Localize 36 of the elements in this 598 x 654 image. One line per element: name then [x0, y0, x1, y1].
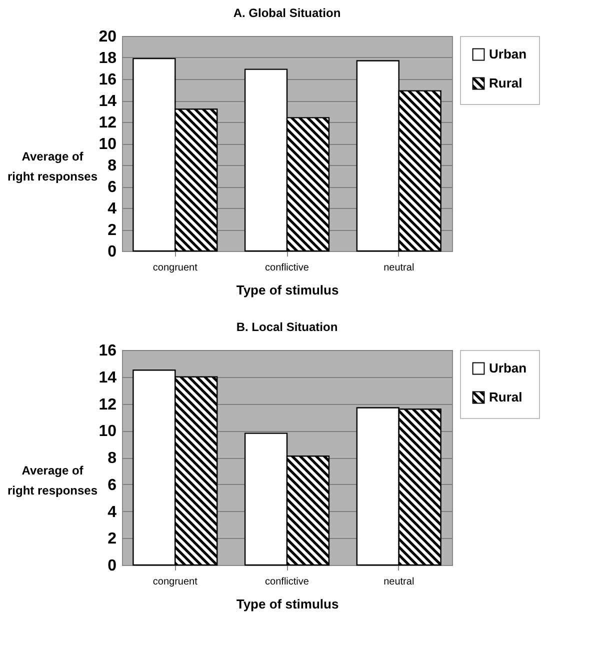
legend-label: Rural: [489, 76, 522, 90]
y-axis-title: Average of right responses: [7, 150, 98, 184]
x-tick-label: neutral: [384, 576, 414, 588]
y-tick-label: 8: [108, 450, 117, 467]
x-tick-label: neutral: [384, 262, 414, 274]
y-tick-label: 6: [108, 476, 117, 494]
y-axis-title: Average of right responses: [7, 464, 98, 498]
legend-label: Urban: [489, 46, 527, 62]
y-tick-label: 20: [98, 28, 117, 46]
x-tick-label: conflictive: [265, 576, 310, 588]
y-tick-label: 0: [108, 244, 117, 260]
x-axis-title: Type of stimulus: [236, 596, 339, 612]
y-tick-label: 4: [108, 200, 117, 218]
y-tick-label: 18: [98, 50, 117, 67]
x-axis-title: Type of stimulus: [236, 282, 339, 298]
x-tick-label: congruent: [152, 576, 198, 588]
legend-label: Rural: [489, 390, 522, 404]
x-tick-label: conflictive: [265, 262, 310, 274]
y-tick-label: 10: [98, 423, 117, 440]
y-tick-label: 12: [98, 396, 117, 414]
y-tick-label: 14: [98, 369, 117, 386]
y-tick-label: 0: [108, 558, 117, 574]
x-tick-label: congruent: [152, 262, 198, 274]
y-tick-label: 2: [108, 222, 117, 239]
y-tick-label: 8: [108, 158, 117, 174]
y-tick-label: 14: [98, 93, 117, 110]
y-tick-label: 16: [98, 72, 117, 88]
y-tick-label: 6: [108, 179, 117, 196]
y-tick-label: 16: [98, 342, 117, 360]
y-tick-label: 10: [98, 136, 117, 153]
y-tick-label: 2: [108, 530, 117, 548]
y-tick-label: 12: [98, 114, 117, 132]
y-tick-label: 4: [108, 504, 117, 521]
chart-title: B. Local Situation: [236, 320, 338, 334]
chart-title: A. Global Situation: [233, 6, 341, 20]
legend-label: Urban: [489, 360, 527, 376]
